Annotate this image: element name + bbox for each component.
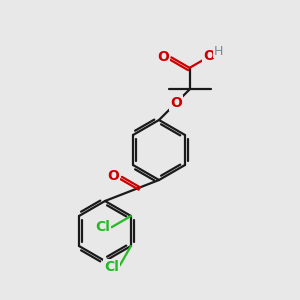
Text: Cl: Cl xyxy=(95,220,110,234)
Text: Cl: Cl xyxy=(104,260,119,274)
Text: O: O xyxy=(157,50,169,64)
Text: H: H xyxy=(214,45,223,58)
Text: O: O xyxy=(203,49,215,63)
Text: O: O xyxy=(108,169,119,183)
Text: O: O xyxy=(170,96,182,110)
